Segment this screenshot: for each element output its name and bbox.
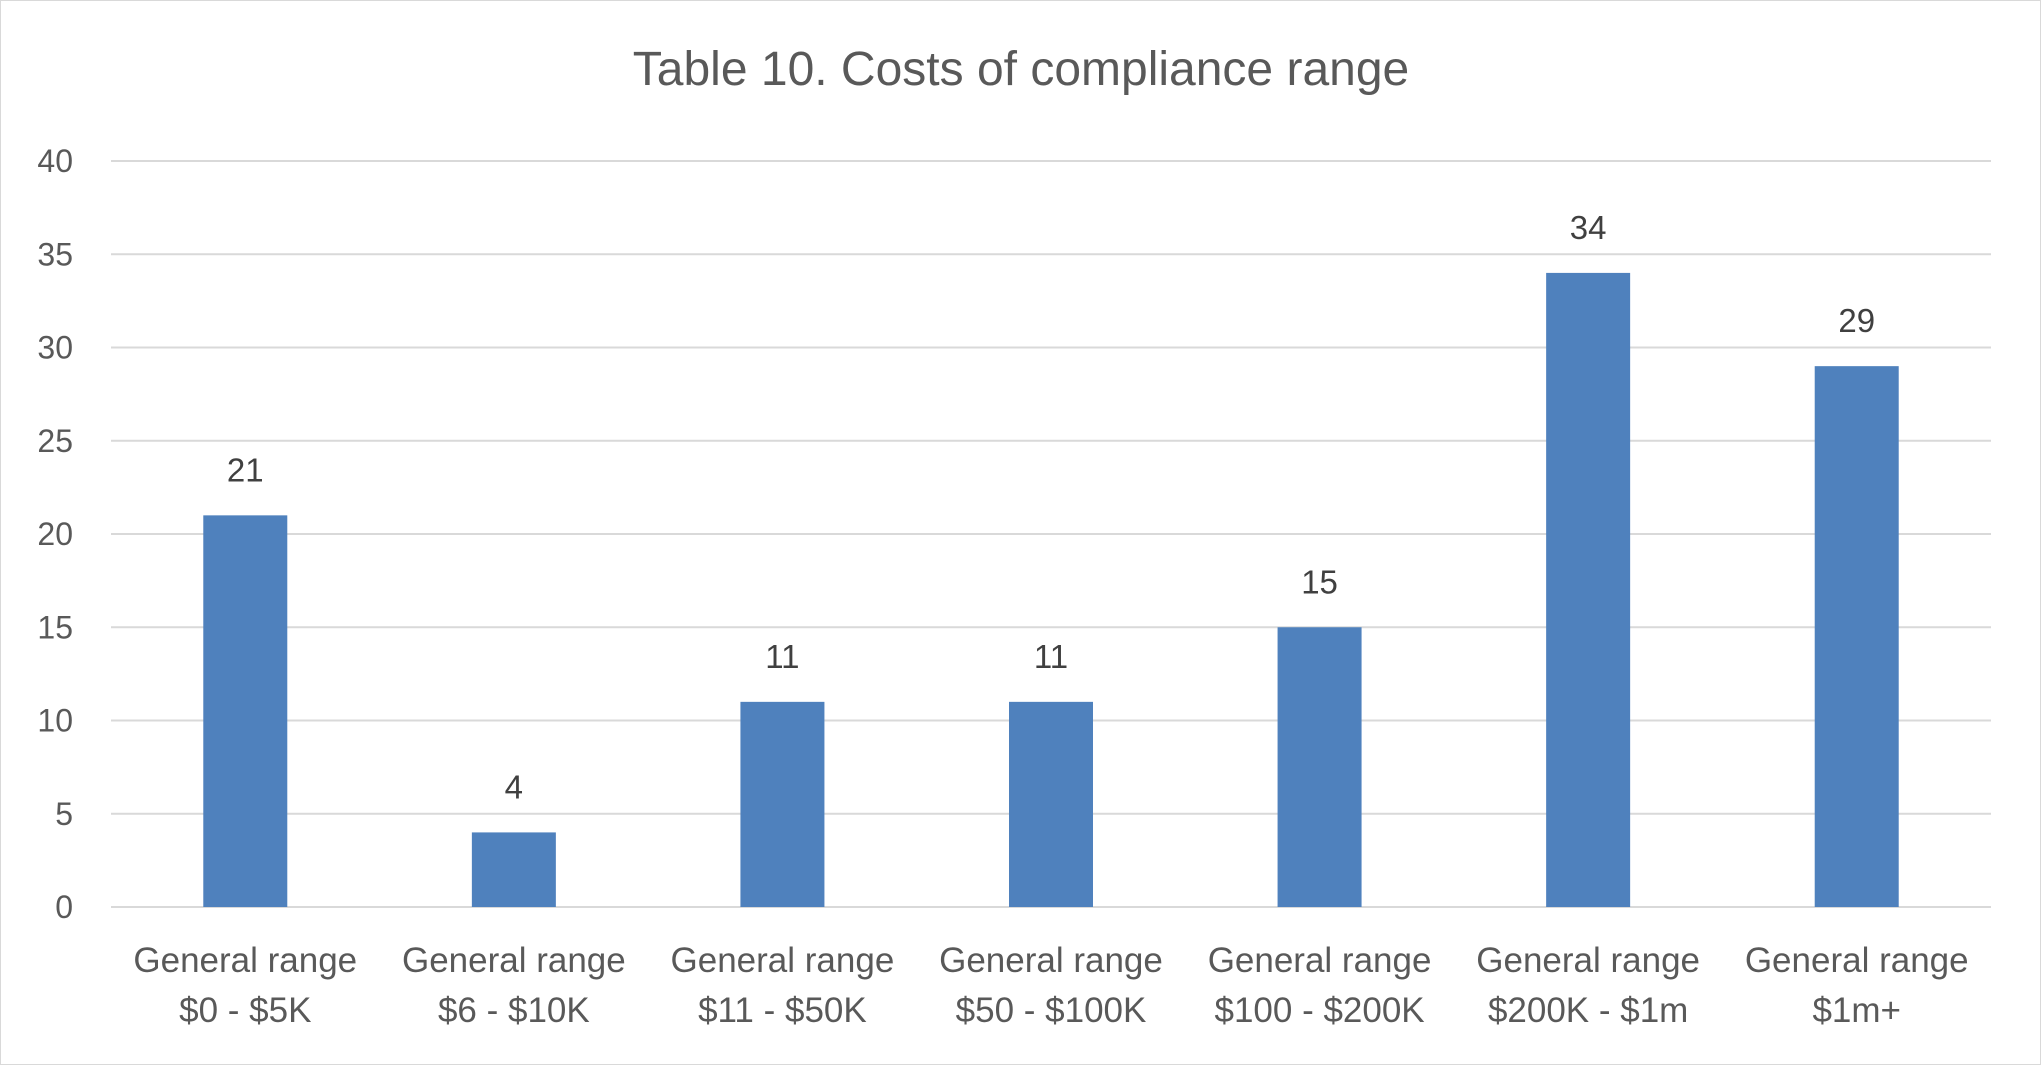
bar <box>471 832 556 907</box>
y-tick-label: 35 <box>37 236 73 272</box>
bar <box>1009 701 1093 907</box>
x-category-label: General range <box>1745 941 1969 980</box>
bar <box>1546 272 1631 907</box>
bar <box>1277 627 1362 907</box>
x-axis-categories: General range $0 - $5K General range $6 - $… <box>133 941 1968 1030</box>
data-label: 21 <box>227 451 264 488</box>
y-tick-label: 40 <box>37 143 73 179</box>
y-tick-label: 10 <box>37 703 73 739</box>
bar <box>1814 366 1899 907</box>
x-category-label: $50 - $100K <box>956 991 1147 1030</box>
bar <box>203 515 288 907</box>
chart-title: Table 10. Costs of compliance range <box>633 43 1409 96</box>
y-tick-label: 0 <box>55 889 73 925</box>
data-label: 15 <box>1301 563 1338 600</box>
y-tick-label: 25 <box>37 423 73 459</box>
data-label: 11 <box>1034 638 1068 675</box>
x-category-label: General range <box>402 941 626 980</box>
bar <box>740 701 825 907</box>
data-label: 11 <box>765 638 799 675</box>
x-category-label: $6 - $10K <box>438 991 590 1030</box>
y-axis-ticks: 0 5 10 15 20 25 30 35 40 <box>37 143 73 925</box>
data-label: 4 <box>505 768 523 805</box>
x-category-label: $100 - $200K <box>1214 991 1424 1030</box>
y-tick-label: 20 <box>37 516 73 552</box>
y-tick-label: 15 <box>37 609 73 645</box>
x-category-label: General range <box>939 941 1163 980</box>
x-category-label: $11 - $50K <box>698 991 867 1030</box>
data-label: 29 <box>1838 302 1875 339</box>
data-label: 34 <box>1570 209 1607 246</box>
x-category-label: $200K - $1m <box>1488 991 1688 1030</box>
bars <box>203 272 1899 907</box>
gridlines <box>111 160 1991 908</box>
x-category-label: General range <box>671 941 895 980</box>
x-category-label: General range <box>133 941 357 980</box>
x-category-label: General range <box>1208 941 1432 980</box>
x-category-label: $0 - $5K <box>179 991 311 1030</box>
y-tick-label: 30 <box>37 330 73 366</box>
data-labels: 21 4 11 11 15 34 29 <box>227 209 1875 806</box>
x-category-label: General range <box>1476 941 1700 980</box>
x-category-label: $1m+ <box>1812 991 1901 1030</box>
y-tick-label: 5 <box>55 796 73 832</box>
